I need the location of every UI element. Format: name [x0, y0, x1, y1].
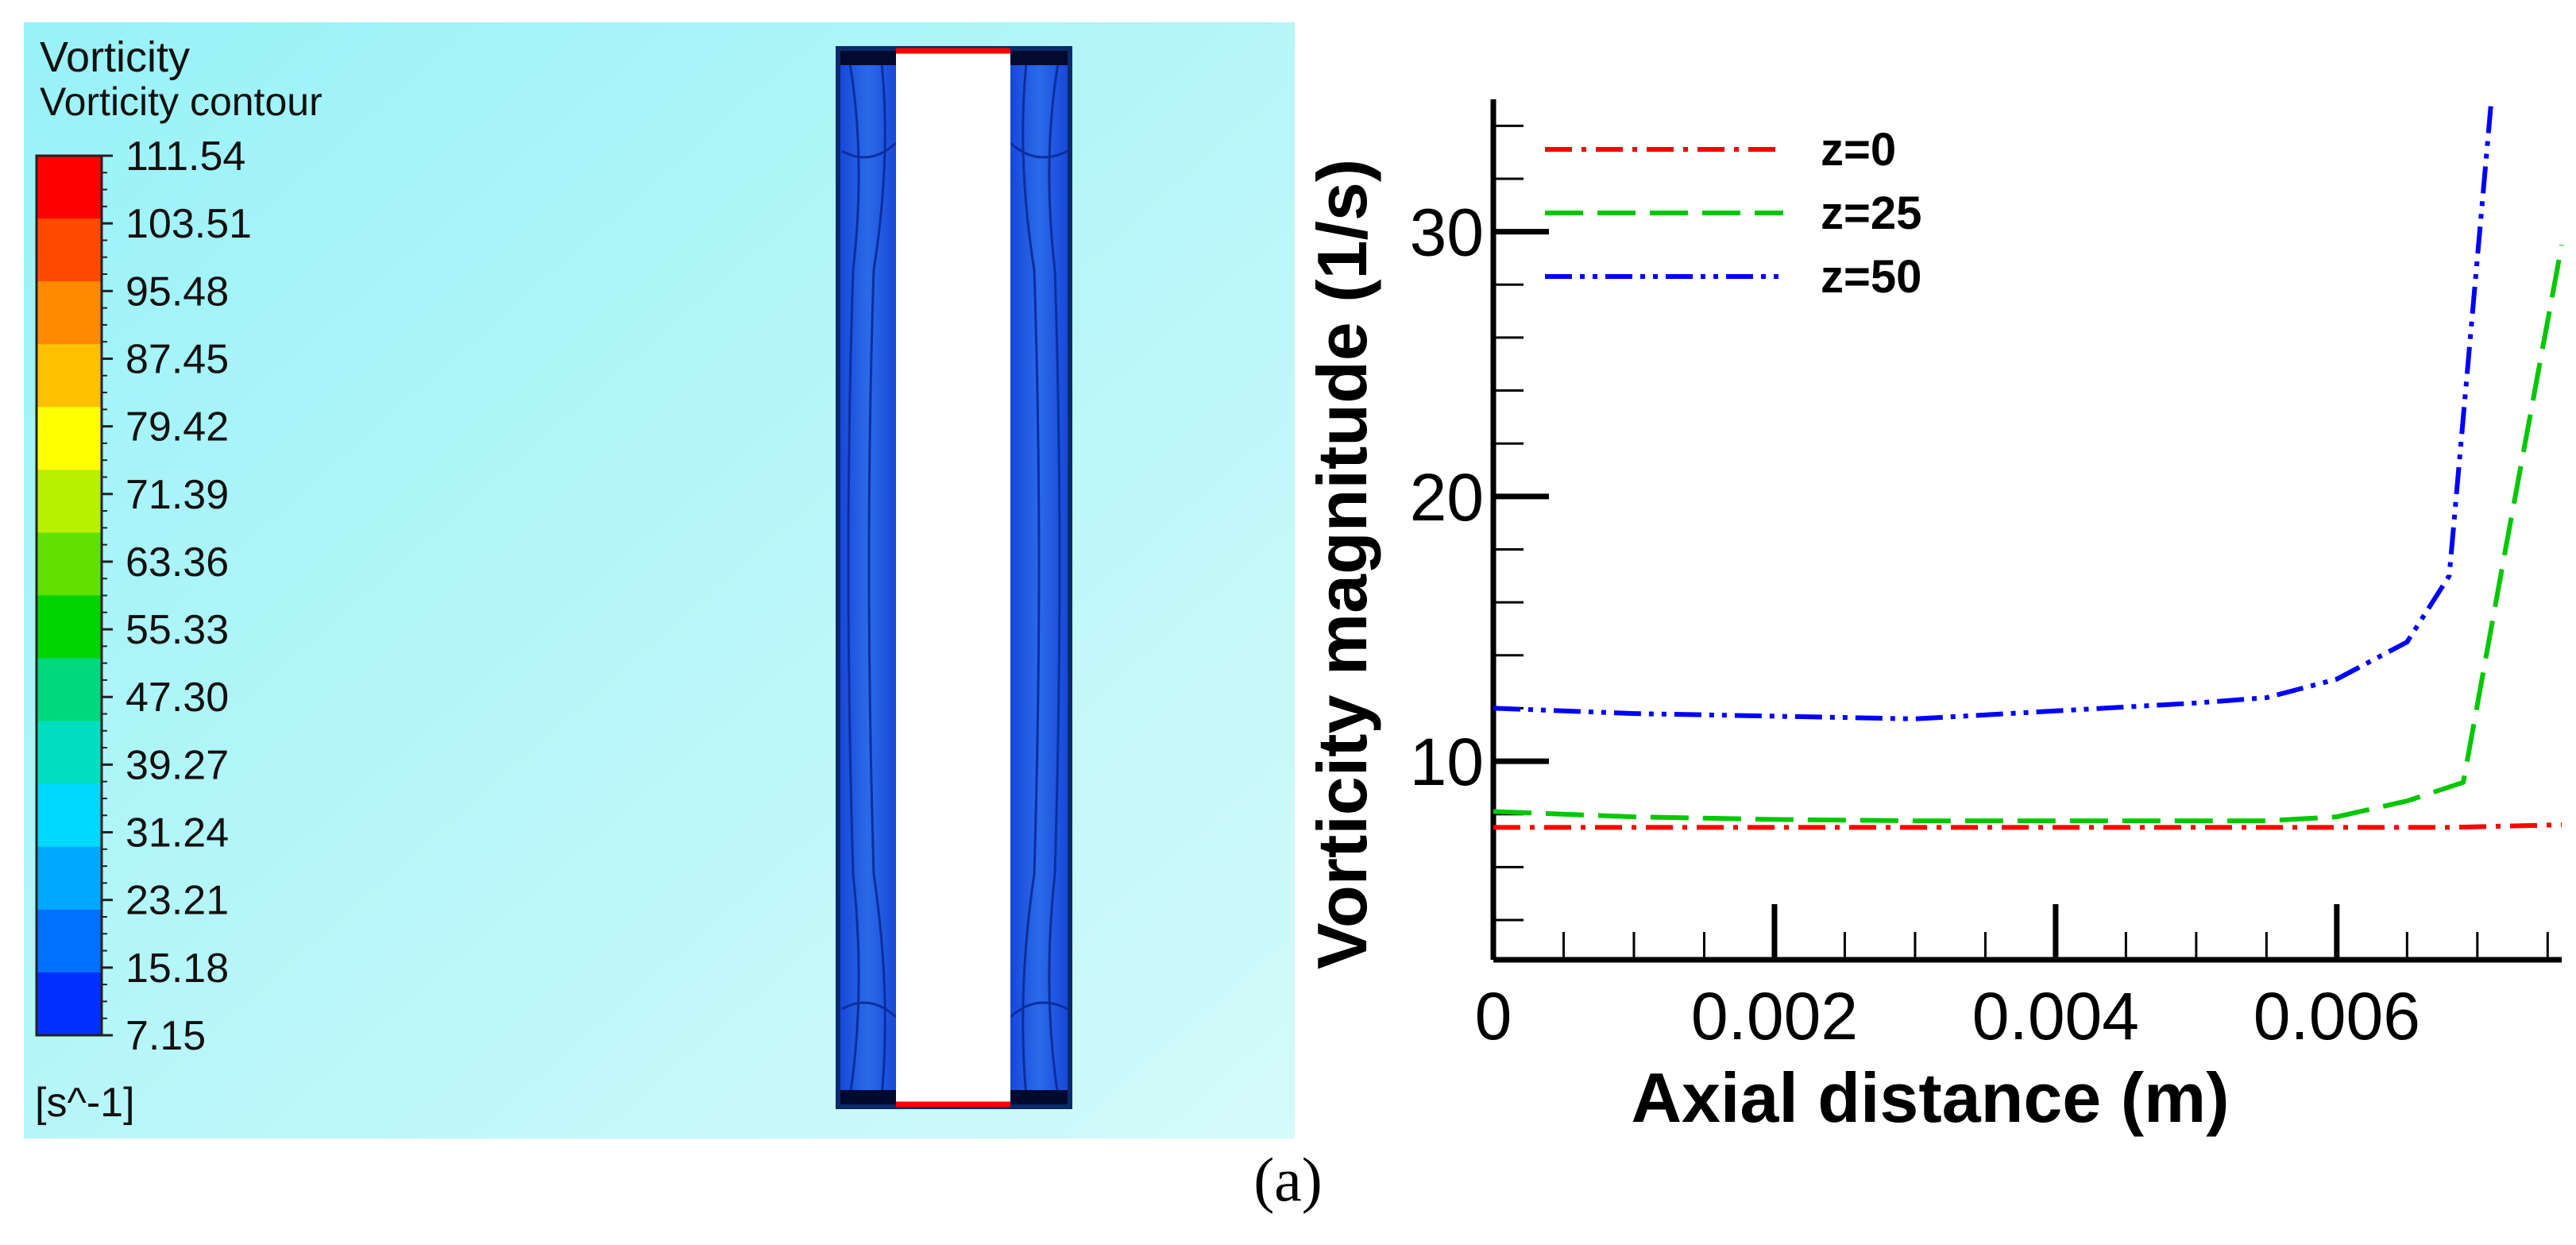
colorbar-level-label: 7.15: [126, 1013, 206, 1059]
colorbar-level-label: 23.21: [126, 878, 229, 924]
colorbar-unit: [s^-1]: [35, 1080, 135, 1126]
colorbar-level-label: 71.39: [126, 472, 229, 518]
x-tick-label: 0.004: [1972, 979, 2139, 1054]
x-tick-label: 0: [1475, 979, 1512, 1054]
colorbar-segment: [37, 344, 102, 408]
flow-domain: [836, 46, 1072, 1109]
contour-background: [24, 22, 1295, 1139]
contour-line: [847, 63, 860, 1097]
x-tick-label: 0.002: [1691, 979, 1858, 1054]
contour-line: [1009, 141, 1068, 159]
domain-corner: [840, 1090, 896, 1104]
contour-line: [867, 63, 886, 1097]
series-line-z-0: [1493, 822, 2562, 830]
colorbar-segment: [37, 658, 102, 722]
colorbar-level-label: 47.30: [126, 675, 229, 721]
colorbar-level-label: 39.27: [126, 742, 229, 788]
colorbar-segment: [37, 783, 102, 848]
domain-corner: [1010, 1090, 1068, 1104]
chart-legend: z=0 z=25 z=50: [1545, 124, 1921, 303]
colorbar-segment: [37, 532, 102, 597]
y-tick-label: 10: [1410, 725, 1484, 799]
inner-channel: [896, 51, 1010, 1104]
contour-panel: Vorticity Vorticity contour 111.54 103.51…: [24, 22, 1295, 1139]
colorbar-level-label: 87.45: [126, 336, 229, 382]
colorbar-segment: [37, 721, 102, 785]
colorbar-segment: [37, 909, 102, 973]
colorbar-level-label: 15.18: [126, 945, 229, 992]
colorbar-segment: [37, 470, 102, 534]
chart-axes: 10 20 30 0 0.002 0.004 0.006: [1410, 99, 2562, 1054]
figure-caption: (a): [1253, 1145, 1323, 1214]
contour-line: [841, 141, 898, 159]
contour-subtitle: Vorticity contour: [40, 79, 322, 124]
chart-series: [1493, 99, 2564, 830]
vorticity-line-chart: 10 20 30 0 0.002 0.004 0.006 z=0 z=25 z=50 Axial…: [1303, 99, 2564, 1137]
contour-title: Vorticity: [40, 33, 190, 81]
colorbar-segment: [37, 972, 102, 1036]
legend-label: z=0: [1821, 124, 1896, 176]
y-tick-label: 20: [1410, 460, 1484, 535]
colorbar: 111.54 103.51 95.48 87.45 79.42 71.39 63.36 55.…: [35, 133, 252, 1059]
x-tick-label: 0.006: [2254, 979, 2420, 1054]
colorbar-level-label: 79.42: [126, 404, 229, 450]
legend-label: z=25: [1821, 188, 1921, 239]
legend-label: z=50: [1821, 251, 1921, 303]
domain-corner: [840, 51, 896, 65]
colorbar-level-label: 31.24: [126, 810, 229, 856]
y-tick-label: 30: [1410, 195, 1484, 270]
series-line-z-50: [1493, 99, 2494, 721]
contour-line: [841, 1001, 898, 1019]
contour-line: [1009, 1001, 1068, 1019]
x-axis-label: Axial distance (m): [1631, 1058, 2229, 1137]
colorbar-segment: [37, 281, 102, 346]
domain-corner: [1010, 51, 1068, 65]
colorbar-level-label: 111.54: [126, 133, 245, 180]
y-axis-label: Vorticity magnitude (1/s): [1303, 159, 1381, 969]
colorbar-level-label: 55.33: [126, 607, 229, 653]
contour-line: [1048, 63, 1061, 1097]
colorbar-level-label: 95.48: [126, 269, 229, 315]
colorbar-segment: [37, 407, 102, 471]
colorbar-segment: [37, 156, 102, 220]
colorbar-level-label: 63.36: [126, 539, 229, 586]
colorbar-segment: [37, 595, 102, 659]
colorbar-segment: [37, 218, 102, 283]
colorbar-level-label: 103.51: [126, 201, 252, 247]
series-line-z-25: [1493, 244, 2564, 824]
colorbar-segment: [37, 846, 102, 911]
contour-line: [1022, 63, 1041, 1097]
